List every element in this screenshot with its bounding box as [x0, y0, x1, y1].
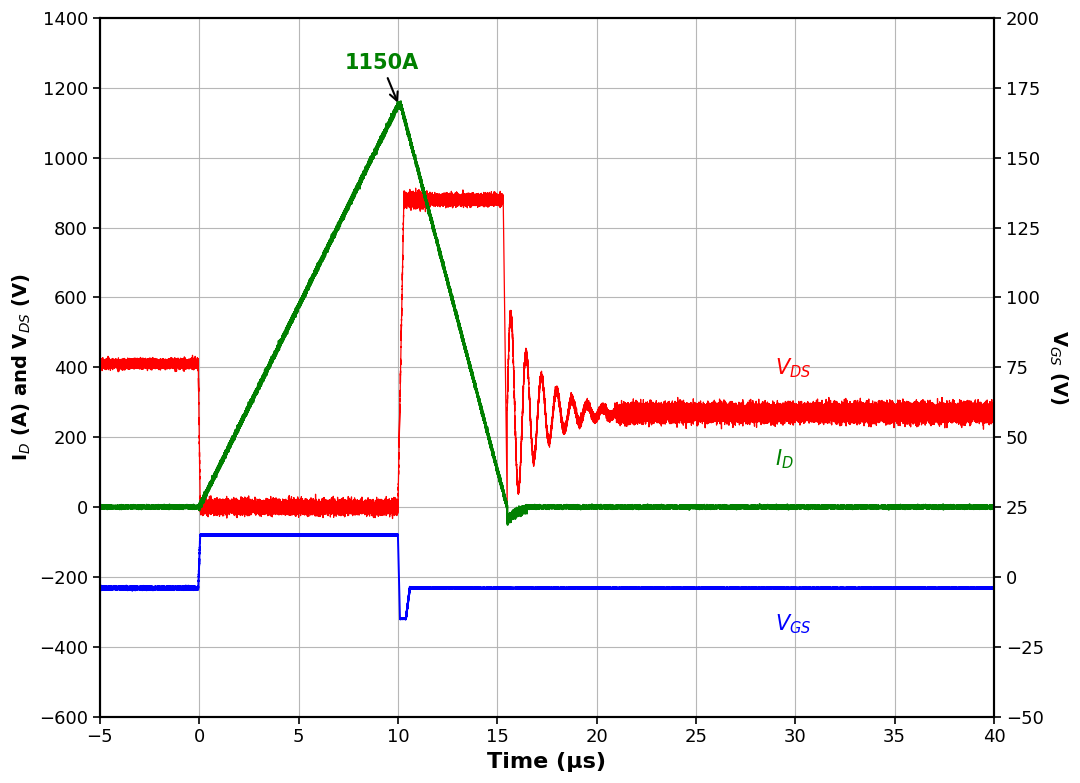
- Text: $I_{D}$: $I_{D}$: [775, 447, 794, 471]
- X-axis label: Time (μs): Time (μs): [487, 752, 607, 772]
- Text: $V_{GS}$: $V_{GS}$: [775, 612, 812, 636]
- Text: $V_{DS}$: $V_{DS}$: [775, 356, 812, 380]
- Text: 1150A: 1150A: [345, 52, 419, 101]
- Y-axis label: I$_D$ (A) and V$_{DS}$ (V): I$_D$ (A) and V$_{DS}$ (V): [11, 273, 33, 461]
- Y-axis label: V$_{GS}$ (V): V$_{GS}$ (V): [1047, 330, 1069, 405]
